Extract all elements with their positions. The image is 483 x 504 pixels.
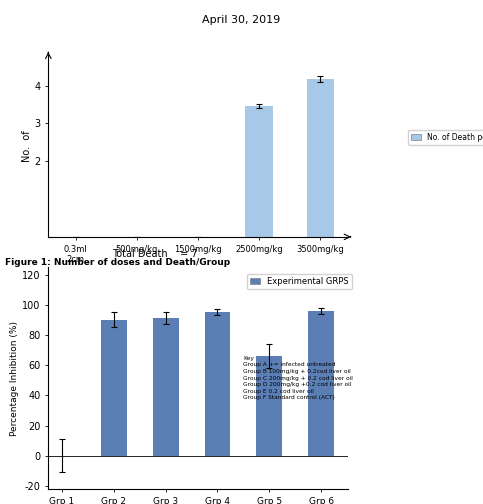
- Bar: [307, 79, 334, 237]
- Text: Figure 1: Number of doses and Death/Group: Figure 1: Number of doses and Death/Grou…: [5, 258, 230, 267]
- Legend: No. of Death per group: No. of Death per group: [408, 130, 483, 145]
- Bar: [256, 356, 282, 456]
- Bar: [153, 318, 179, 456]
- Y-axis label: Percentage Inhibition (%): Percentage Inhibition (%): [10, 321, 19, 435]
- Legend: Experimental GRPS: Experimental GRPS: [247, 274, 352, 289]
- Bar: [101, 320, 127, 456]
- Text: Key
Group A += infected untreated
Group B 100mg/kg + 0.2cod liver oil
Group C 20: Key Group A += infected untreated Group …: [243, 356, 353, 400]
- Text: Total Death    = 7: Total Death = 7: [112, 249, 198, 260]
- Bar: [204, 312, 230, 456]
- Y-axis label: No.  of: No. of: [22, 131, 31, 162]
- Text: April 30, 2019: April 30, 2019: [202, 15, 281, 25]
- Bar: [308, 311, 334, 456]
- Bar: [245, 106, 273, 237]
- Text: Dose/group: Dose/group: [125, 288, 181, 298]
